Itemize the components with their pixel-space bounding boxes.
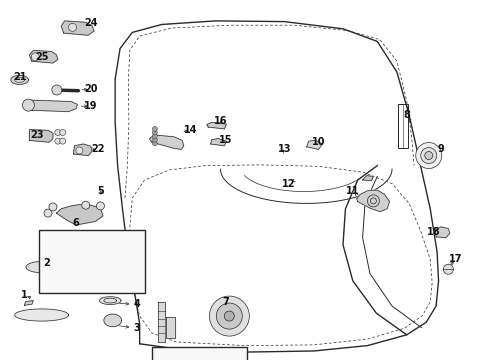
Circle shape <box>216 303 243 329</box>
Text: 2: 2 <box>43 258 50 268</box>
Text: 12: 12 <box>282 179 296 189</box>
Polygon shape <box>307 140 322 149</box>
Polygon shape <box>158 302 165 342</box>
Text: 19: 19 <box>84 101 98 111</box>
Circle shape <box>97 202 104 210</box>
Text: 9: 9 <box>438 144 444 154</box>
Polygon shape <box>29 130 53 142</box>
Text: 24: 24 <box>84 18 98 28</box>
Polygon shape <box>24 100 77 112</box>
Circle shape <box>152 141 157 146</box>
Circle shape <box>55 138 61 144</box>
Text: 16: 16 <box>214 116 227 126</box>
Circle shape <box>152 126 157 131</box>
Text: 11: 11 <box>346 186 360 196</box>
Text: 13: 13 <box>277 144 291 154</box>
Text: 23: 23 <box>30 130 44 140</box>
Polygon shape <box>26 262 57 273</box>
Circle shape <box>23 99 34 111</box>
Circle shape <box>224 311 234 321</box>
Polygon shape <box>357 190 390 212</box>
Circle shape <box>49 203 57 211</box>
Text: 15: 15 <box>219 135 232 145</box>
Circle shape <box>416 143 442 168</box>
Circle shape <box>443 264 453 274</box>
Circle shape <box>69 23 76 31</box>
Circle shape <box>209 296 249 336</box>
Circle shape <box>152 137 157 142</box>
Circle shape <box>52 85 62 95</box>
Polygon shape <box>435 227 450 238</box>
Text: 4: 4 <box>134 299 141 309</box>
Polygon shape <box>24 301 33 305</box>
Text: 7: 7 <box>222 297 229 307</box>
Circle shape <box>152 134 157 139</box>
Circle shape <box>60 138 66 144</box>
Circle shape <box>425 152 433 159</box>
Polygon shape <box>74 144 92 156</box>
Bar <box>39 230 145 293</box>
Polygon shape <box>149 135 184 149</box>
Polygon shape <box>166 317 175 338</box>
Bar <box>398 104 408 148</box>
Polygon shape <box>29 50 58 63</box>
Text: 20: 20 <box>84 84 98 94</box>
Text: 6: 6 <box>73 218 79 228</box>
Text: 14: 14 <box>184 125 198 135</box>
Text: 17: 17 <box>449 254 463 264</box>
Polygon shape <box>11 75 28 85</box>
Circle shape <box>76 147 83 154</box>
Polygon shape <box>211 139 226 146</box>
Circle shape <box>421 148 437 163</box>
Text: 5: 5 <box>97 186 104 196</box>
Circle shape <box>82 201 90 209</box>
Text: 8: 8 <box>403 110 410 120</box>
Polygon shape <box>207 122 226 129</box>
Bar <box>152 347 247 360</box>
Polygon shape <box>61 21 94 35</box>
Circle shape <box>55 130 61 135</box>
Text: 22: 22 <box>91 144 105 154</box>
Polygon shape <box>15 309 69 321</box>
Circle shape <box>60 130 66 135</box>
Text: 18: 18 <box>427 227 441 237</box>
Circle shape <box>44 209 52 217</box>
Polygon shape <box>99 297 121 305</box>
Circle shape <box>31 53 39 61</box>
Text: 3: 3 <box>134 323 141 333</box>
Text: 10: 10 <box>312 137 325 147</box>
Circle shape <box>152 130 157 135</box>
Text: 21: 21 <box>13 72 26 82</box>
Text: 1: 1 <box>21 290 28 300</box>
Text: 25: 25 <box>35 52 49 62</box>
Polygon shape <box>104 314 122 327</box>
Polygon shape <box>56 204 103 225</box>
Polygon shape <box>363 176 373 181</box>
